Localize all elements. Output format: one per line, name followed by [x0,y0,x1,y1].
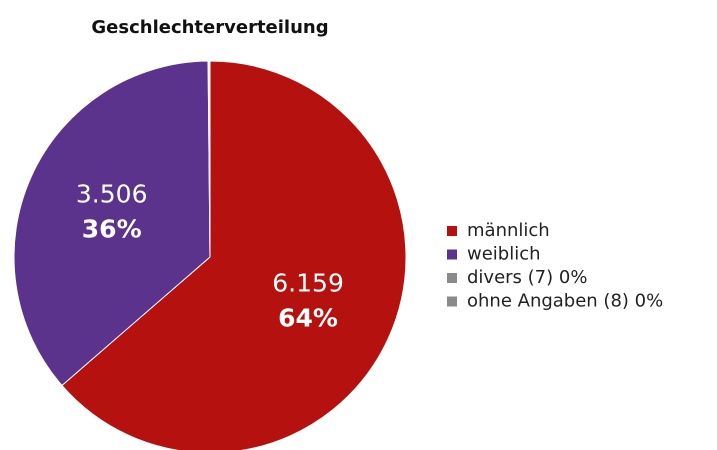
legend-swatch [447,296,457,307]
legend-swatch [447,249,457,260]
pie-slice [61,60,407,450]
legend-label: ohne Angaben (8) 0% [467,291,663,312]
pie-slice [13,60,211,387]
legend-swatch [447,273,457,283]
legend-label: männlich [467,220,550,241]
value-label: 3.506 [76,180,148,209]
share-label: 36% [82,215,142,244]
legend-label: divers (7) 0% [467,267,587,288]
value-label: 6.159 [272,269,344,298]
legend-label: weiblich [467,244,541,265]
share-label: 64% [278,304,338,333]
pie-slice [208,60,211,258]
chart-title: Geschlechterverteilung [91,17,328,38]
legend-swatch [447,226,457,236]
